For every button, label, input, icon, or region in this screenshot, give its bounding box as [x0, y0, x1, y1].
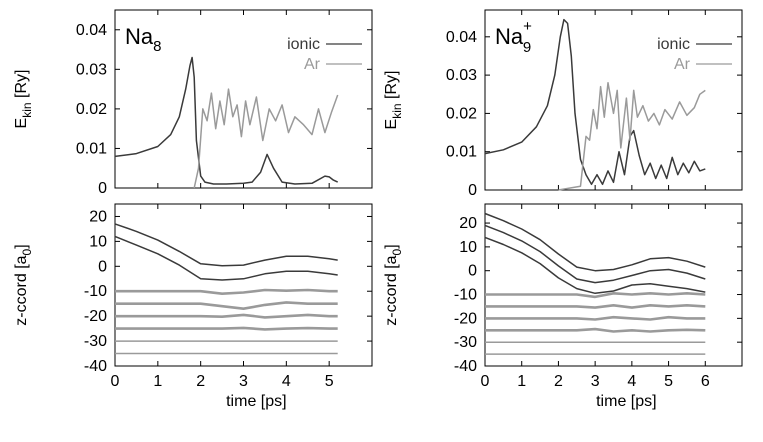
- x-tick-label: 2: [196, 373, 205, 390]
- y-tick-label: 0.02: [76, 101, 107, 118]
- legend-label-ionic: ionic: [287, 36, 320, 53]
- series-line-ar-4: [115, 326, 338, 331]
- panel-title: Na+ 9: [495, 18, 532, 56]
- panel-title-main: Na: [495, 24, 524, 49]
- x-tick-label: 5: [325, 373, 334, 390]
- series-line-na-2: [114, 235, 338, 281]
- y-axis-label-main: z-ccord [a: [383, 255, 400, 325]
- plot-frame: [114, 9, 373, 189]
- y-tick-label: -10: [84, 283, 107, 300]
- y-axis-label-rest: ]: [383, 244, 400, 248]
- panel-left-top: 0 0.01 0.02 0.03 0.04 Ekin [Ry] Na8 ionic Ar: [13, 9, 373, 197]
- x-tick-label: 0: [481, 373, 490, 390]
- y-tick-label: -30: [454, 334, 477, 351]
- legend-label-ar: Ar: [674, 56, 691, 73]
- y-tick-label: 0: [98, 180, 107, 197]
- panel-title-sub: 9: [523, 39, 531, 56]
- y-axis-label-sub: 0: [20, 248, 34, 255]
- series-line-ar-4: [485, 327, 706, 333]
- legend-label-ionic: ionic: [657, 36, 690, 53]
- x-tick-label: 1: [517, 373, 526, 390]
- y-axis-label-main: E: [13, 118, 30, 129]
- legend: ionic Ar: [657, 36, 732, 73]
- y-tick-label: -10: [454, 287, 477, 304]
- y-tick-label: 20: [89, 208, 107, 225]
- series-line-ionic: [114, 56, 339, 185]
- plot-frame: [484, 203, 743, 367]
- x-axis-label: time [ps]: [226, 393, 286, 410]
- y-tick-label: 10: [459, 239, 477, 256]
- y-axis-label: Ekin [Ry]: [383, 71, 404, 130]
- y-axis-label-main: z-ccord [a: [13, 255, 30, 325]
- y-axis-label-rest: [Ry]: [13, 70, 30, 103]
- series-line-na-2: [484, 224, 706, 284]
- x-tick-label: 4: [627, 373, 636, 390]
- series-line-ar-1: [485, 291, 706, 299]
- x-tick-label: 0: [111, 373, 120, 390]
- y-tick-label: -20: [454, 310, 477, 327]
- series-line-na-1: [484, 212, 706, 272]
- panel-title-main: Na: [125, 24, 154, 49]
- series-line-ar-2: [115, 301, 338, 311]
- y-tick-label: 0.04: [446, 29, 477, 46]
- series-line-ar: [558, 82, 706, 191]
- y-tick-label: 0.04: [76, 22, 107, 39]
- x-tick-label: 3: [591, 373, 600, 390]
- y-axis-label-rest: ]: [13, 244, 30, 248]
- legend-label-ar: Ar: [304, 56, 321, 73]
- panel-title-sup: +: [523, 18, 532, 35]
- y-axis-label-sub: kin: [390, 103, 404, 118]
- x-tick-label: 5: [664, 373, 673, 390]
- series-line-ar-3: [115, 313, 338, 319]
- y-tick-label: 0.01: [446, 144, 477, 161]
- x-tick-label: 1: [153, 373, 162, 390]
- series-line-ar-1: [115, 288, 338, 296]
- y-tick-label: -20: [84, 308, 107, 325]
- panel-title-sub: 8: [153, 38, 161, 55]
- x-tick-label: 6: [701, 373, 710, 390]
- y-tick-label: 0.03: [76, 61, 107, 78]
- y-tick-label: 0.02: [446, 105, 477, 122]
- series-line-na-1: [114, 223, 338, 267]
- y-axis-label-rest: [Ry]: [383, 71, 400, 104]
- panel-right-top: 0 0.01 0.02 0.03 0.04 Ekin [Ry] Na+ 9 ionic Ar: [383, 9, 743, 199]
- y-tick-label: -30: [84, 333, 107, 350]
- legend: ionic Ar: [287, 36, 362, 73]
- series-line-ar: [193, 88, 339, 189]
- series-line-ar-2: [485, 303, 706, 309]
- series-line-ar-3: [485, 315, 706, 321]
- series-line-ionic: [484, 18, 706, 186]
- x-axis-label: time [ps]: [596, 393, 656, 410]
- y-tick-label: 20: [459, 215, 477, 232]
- y-tick-label: 0.03: [446, 67, 477, 84]
- y-axis-label-sub: kin: [20, 102, 34, 117]
- series-line-na-3: [484, 236, 706, 295]
- y-tick-label: -40: [454, 358, 477, 375]
- y-tick-label: 0: [98, 258, 107, 275]
- x-tick-label: 3: [239, 373, 248, 390]
- x-tick-label: 2: [554, 373, 563, 390]
- y-axis-label: z-ccord [a0]: [383, 244, 404, 325]
- y-axis-label: z-ccord [a0]: [13, 244, 34, 325]
- y-axis-label-sub: 0: [390, 248, 404, 255]
- x-tick-label: 4: [282, 373, 291, 390]
- y-tick-label: 0: [468, 182, 477, 199]
- y-axis-label: Ekin [Ry]: [13, 70, 34, 129]
- y-tick-label: 0: [468, 263, 477, 280]
- y-tick-label: 10: [89, 233, 107, 250]
- plot-frame: [484, 9, 743, 191]
- panel-title: Na8: [125, 24, 161, 55]
- y-tick-label: -40: [84, 358, 107, 375]
- y-tick-label: 0.01: [76, 140, 107, 157]
- y-axis-label-main: E: [383, 119, 400, 130]
